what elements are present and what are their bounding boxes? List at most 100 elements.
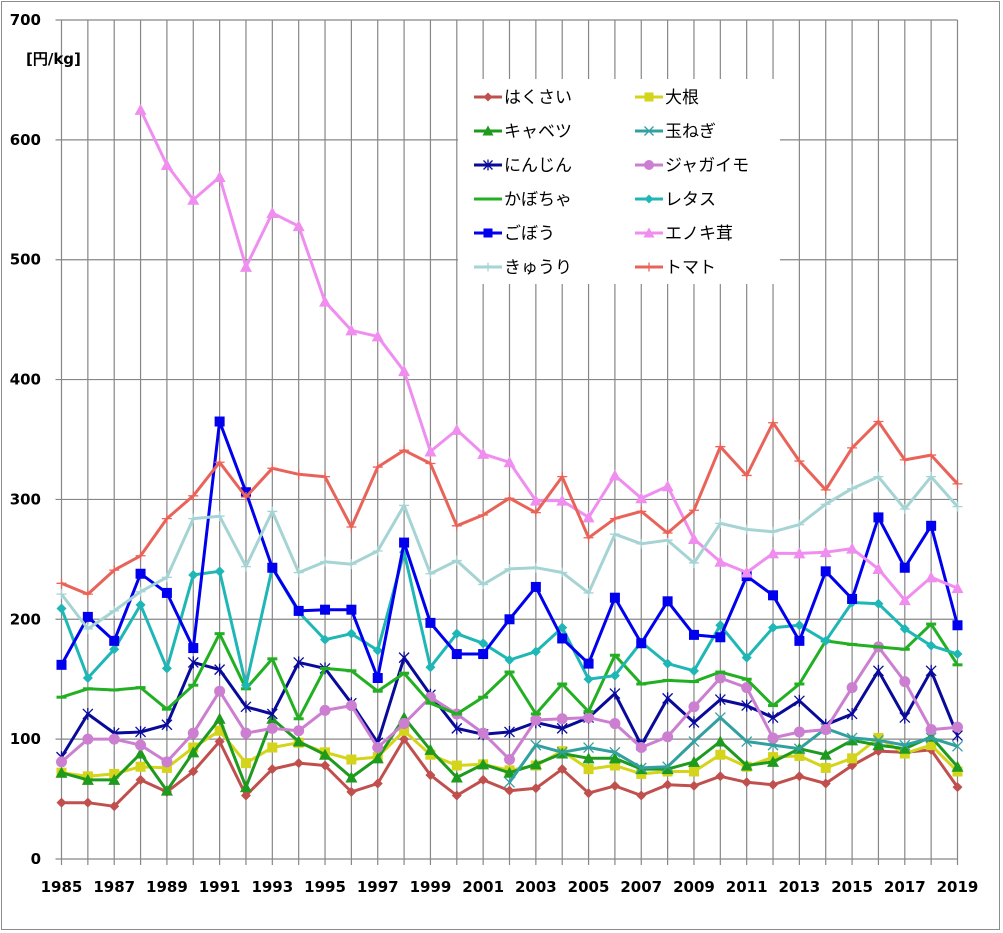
point-marker — [583, 788, 594, 799]
series-10 — [56, 471, 963, 634]
point-marker — [187, 746, 200, 758]
point-marker — [503, 456, 516, 468]
point-marker — [662, 692, 674, 705]
point-marker — [108, 773, 121, 785]
point-marker — [556, 722, 568, 735]
point-marker — [161, 572, 172, 583]
point-marker — [372, 742, 384, 754]
point-marker — [661, 763, 674, 775]
x-axis: 1985 1987 1989 1991 1993 1995 1997 1999 2001 2003… — [41, 878, 979, 896]
point-marker — [819, 546, 832, 558]
series-line — [508, 716, 958, 784]
point-marker — [926, 520, 937, 531]
point-marker — [371, 752, 384, 764]
point-marker — [478, 638, 489, 649]
point-marker — [477, 758, 490, 770]
legend-label: トマト — [665, 258, 716, 278]
point-marker — [372, 673, 383, 684]
point-marker — [635, 742, 647, 754]
point-marker — [82, 733, 94, 745]
point-marker — [451, 555, 462, 566]
point-marker — [135, 739, 147, 751]
point-marker — [56, 578, 67, 589]
y-tick-label: 400 — [10, 371, 41, 389]
point-marker — [741, 777, 752, 788]
point-marker — [951, 760, 964, 772]
point-marker — [583, 658, 594, 669]
point-marker — [451, 790, 462, 801]
point-marker — [609, 760, 620, 771]
point-marker — [582, 752, 595, 764]
point-marker — [768, 622, 779, 633]
point-marker — [644, 262, 654, 272]
point-marker — [529, 758, 542, 770]
point-marker — [609, 653, 620, 657]
point-marker — [56, 659, 67, 670]
point-marker — [741, 736, 753, 747]
point-marker — [688, 680, 699, 684]
point-marker — [793, 547, 806, 559]
point-marker — [82, 673, 93, 684]
point-marker — [794, 682, 805, 686]
point-marker — [425, 770, 436, 781]
point-marker — [372, 645, 383, 656]
point-marker — [741, 699, 753, 712]
point-marker — [240, 561, 251, 572]
point-marker — [715, 518, 726, 529]
point-marker — [530, 783, 541, 794]
point-marker — [872, 739, 885, 751]
point-marker — [239, 781, 252, 793]
legend-item: きゅうり — [474, 258, 572, 278]
point-marker — [926, 640, 937, 651]
point-marker — [556, 746, 568, 758]
point-marker — [346, 669, 357, 673]
point-marker — [135, 550, 146, 561]
point-marker — [187, 193, 200, 205]
point-marker — [345, 771, 358, 783]
point-marker — [741, 677, 752, 681]
point-marker — [504, 725, 515, 738]
point-marker — [371, 330, 384, 342]
point-marker — [399, 500, 410, 511]
point-marker — [109, 801, 120, 812]
legend-label: ジャガイモ — [665, 156, 749, 176]
point-marker — [768, 779, 779, 790]
legend-item: レタス — [635, 190, 716, 210]
point-marker — [213, 712, 226, 724]
point-marker — [398, 718, 410, 730]
point-marker — [609, 592, 620, 603]
point-marker — [609, 718, 621, 730]
point-marker — [898, 594, 911, 606]
point-marker — [636, 538, 647, 549]
point-marker — [609, 746, 621, 758]
point-marker — [56, 695, 67, 699]
point-marker — [483, 92, 493, 102]
point-marker — [188, 643, 199, 654]
point-marker — [662, 731, 674, 743]
x-tick-label: 2011 — [726, 878, 768, 896]
point-marker — [899, 562, 910, 573]
y-tick-label: 300 — [10, 490, 41, 508]
point-marker — [662, 527, 673, 538]
x-tick-label: 2013 — [779, 878, 821, 896]
x-tick-label: 2019 — [937, 878, 979, 896]
point-marker — [214, 725, 225, 736]
point-marker — [873, 471, 884, 482]
point-marker — [214, 736, 225, 747]
point-marker — [425, 568, 436, 579]
x-tick-label: 2003 — [515, 878, 557, 896]
point-marker — [793, 743, 805, 755]
point-marker — [899, 623, 910, 634]
point-marker — [346, 754, 357, 765]
point-marker — [399, 445, 410, 456]
point-marker — [820, 484, 831, 495]
point-marker — [399, 537, 410, 548]
point-marker — [161, 513, 172, 524]
point-marker — [134, 747, 147, 759]
point-marker — [847, 442, 858, 453]
point-marker — [688, 665, 699, 676]
point-marker — [583, 712, 595, 724]
point-marker — [847, 593, 858, 604]
point-marker — [188, 766, 199, 777]
point-marker — [398, 365, 411, 377]
